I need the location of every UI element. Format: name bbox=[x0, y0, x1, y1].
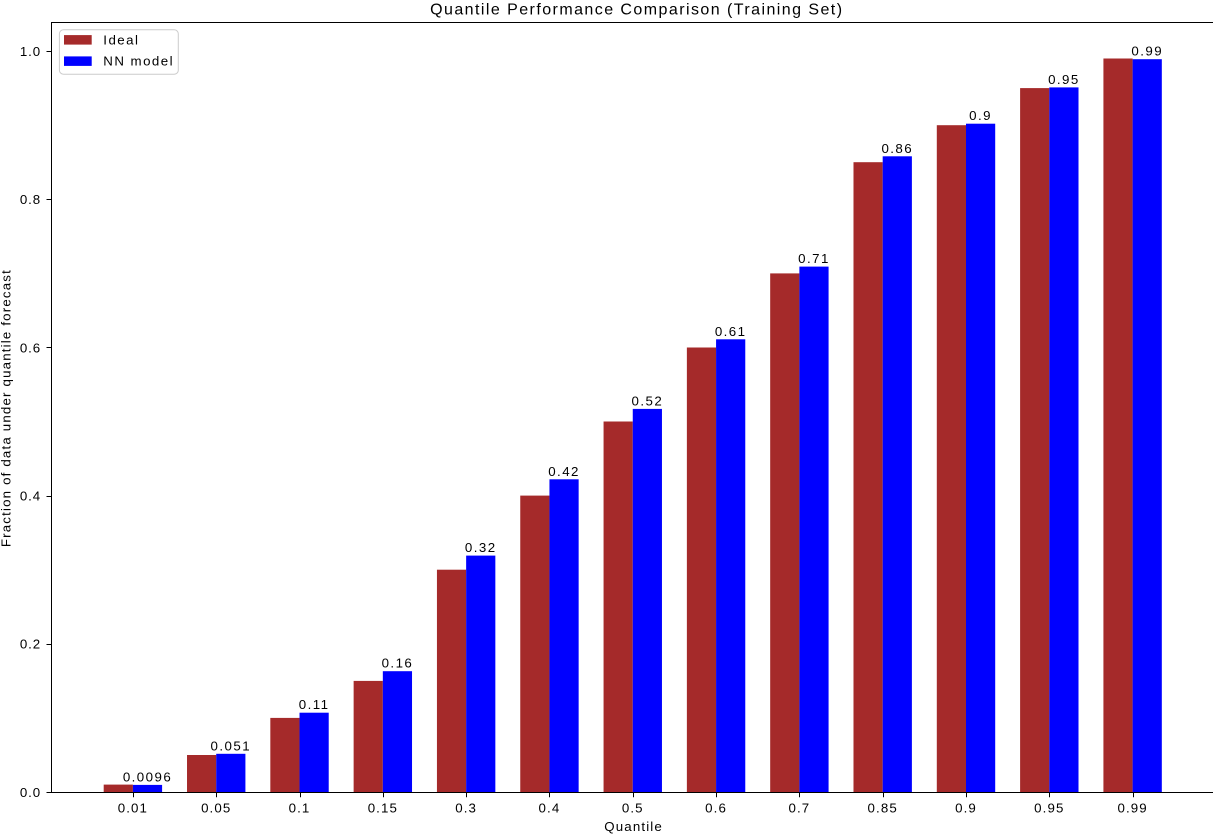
svg-text:0.3: 0.3 bbox=[455, 801, 477, 816]
svg-text:0.42: 0.42 bbox=[548, 464, 580, 479]
svg-text:0.71: 0.71 bbox=[798, 251, 830, 266]
svg-text:0.86: 0.86 bbox=[881, 141, 913, 156]
svg-text:0.99: 0.99 bbox=[1131, 44, 1163, 59]
svg-text:0.7: 0.7 bbox=[788, 801, 810, 816]
svg-text:0.2: 0.2 bbox=[20, 637, 41, 652]
svg-text:1.0: 1.0 bbox=[20, 44, 41, 59]
svg-text:0.99: 0.99 bbox=[1117, 801, 1147, 816]
svg-text:0.9: 0.9 bbox=[955, 801, 977, 816]
svg-text:0.051: 0.051 bbox=[211, 738, 252, 753]
svg-text:0.52: 0.52 bbox=[632, 393, 664, 408]
svg-text:0.4: 0.4 bbox=[20, 489, 41, 504]
svg-text:0.61: 0.61 bbox=[715, 324, 747, 339]
svg-text:NN model: NN model bbox=[103, 54, 174, 69]
svg-text:0.4: 0.4 bbox=[539, 801, 561, 816]
svg-text:0.0: 0.0 bbox=[20, 785, 41, 800]
svg-text:0.16: 0.16 bbox=[382, 656, 414, 671]
svg-text:0.9: 0.9 bbox=[969, 108, 992, 123]
svg-text:0.05: 0.05 bbox=[201, 801, 231, 816]
svg-text:0.11: 0.11 bbox=[299, 697, 330, 712]
svg-text:Quantile: Quantile bbox=[604, 819, 663, 834]
svg-text:0.95: 0.95 bbox=[1034, 801, 1064, 816]
svg-text:0.1: 0.1 bbox=[289, 801, 311, 816]
svg-text:0.15: 0.15 bbox=[368, 801, 398, 816]
svg-text:0.01: 0.01 bbox=[118, 801, 148, 816]
svg-text:0.85: 0.85 bbox=[868, 801, 898, 816]
svg-text:Fraction of data under quantil: Fraction of data under quantile forecast bbox=[0, 269, 14, 547]
svg-text:0.5: 0.5 bbox=[622, 801, 644, 816]
svg-text:Ideal: Ideal bbox=[103, 32, 139, 47]
svg-text:0.0096: 0.0096 bbox=[123, 769, 172, 784]
svg-text:0.6: 0.6 bbox=[20, 340, 41, 355]
svg-text:Quantile Performance Compariso: Quantile Performance Comparison (Trainin… bbox=[430, 2, 843, 19]
svg-text:0.6: 0.6 bbox=[705, 801, 727, 816]
svg-text:0.32: 0.32 bbox=[465, 540, 497, 555]
svg-text:0.8: 0.8 bbox=[20, 192, 41, 207]
svg-text:0.95: 0.95 bbox=[1048, 72, 1080, 87]
